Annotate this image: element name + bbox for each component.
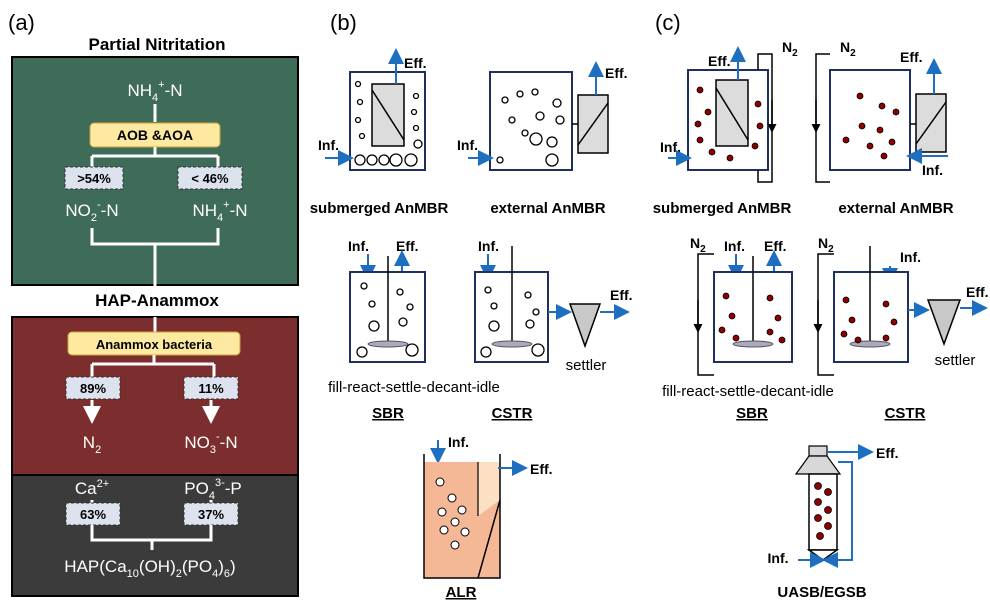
granules-icon	[842, 92, 900, 160]
panel-c-label: (c)	[655, 10, 681, 35]
external-membrane-icon	[915, 93, 947, 153]
c-sub-eff: Eff.	[708, 53, 731, 69]
pct-n2-tag	[65, 376, 121, 400]
bubbles-icon	[435, 477, 470, 550]
bubbles-icon	[354, 80, 423, 167]
b-cstr-inf: Inf.	[478, 238, 499, 254]
pct-no3: 11%	[198, 381, 224, 396]
pct-n2: 89%	[80, 381, 106, 396]
panel-b-label: (b)	[330, 10, 357, 35]
b-external-anmbr: Eff. Inf. external AnMBR	[457, 61, 628, 217]
aob-aoa-label: AOB &AOA	[117, 127, 193, 143]
c-sbr-inf: Inf.	[724, 238, 745, 254]
c-settler-label: settler	[935, 352, 976, 369]
pct-no3-tag	[183, 376, 239, 400]
granules-icon	[840, 296, 898, 344]
b-ext-inf: Inf.	[457, 137, 478, 153]
settler-icon	[926, 299, 962, 347]
b-alr: Inf. Eff. ALR	[423, 434, 553, 600]
b-alr-inf: Inf.	[448, 434, 469, 450]
b-settler-label: settler	[566, 357, 607, 374]
c-cstr-eff: Eff.	[966, 284, 989, 300]
b-sbr-eff: Eff.	[396, 238, 419, 254]
c-cstr: N2 Inf. Eff. settler CSTR	[813, 235, 989, 422]
c-external-anmbr: N2 Eff. Inf. external AnMBR	[811, 39, 954, 217]
granules-icon	[718, 292, 786, 344]
b-sbr-inf: Inf.	[348, 238, 369, 254]
pct-po4: 37%	[198, 507, 224, 522]
panel-c: (c) Eff. Inf. N2 submerged AnMBR	[653, 10, 989, 600]
c-ext-inf: Inf.	[922, 162, 943, 178]
c-uasb: Eff. Inf. UASB/EGSB	[768, 444, 899, 600]
c-uasb-inf: Inf.	[768, 550, 789, 566]
b-sbr-label: SBR	[372, 405, 404, 422]
granules-icon	[814, 482, 832, 540]
b-sub-inf: Inf.	[318, 137, 339, 153]
b-ext-eff: Eff.	[605, 65, 628, 81]
pct-nh4: < 46%	[191, 171, 229, 186]
c-sbr-n2: N2	[690, 235, 706, 255]
panel-a: (a) Partial Nitritation NH4+-N AOB &AOA …	[8, 10, 299, 597]
pct-no2: >54%	[77, 171, 111, 186]
b-submerged-label: submerged AnMBR	[310, 200, 449, 217]
b-alr-eff: Eff.	[530, 461, 553, 477]
partial-nitritation-title: Partial Nitritation	[89, 35, 226, 54]
bubbles-icon	[480, 286, 545, 358]
b-sbr-caption: fill-react-settle-decant-idle	[328, 379, 500, 396]
c-sbr: N2 Inf. Eff. fill-react-settle-decant-id…	[662, 235, 834, 422]
hap-box	[11, 474, 299, 597]
no3-product: NO3--N	[184, 431, 237, 456]
c-submerged-anmbr: Eff. Inf. N2 submerged AnMBR	[653, 39, 798, 217]
external-membrane-icon	[577, 94, 609, 154]
b-cstr: Inf. Eff. settler CSTR	[474, 238, 633, 422]
b-cstr-eff: Eff.	[610, 287, 633, 303]
c-ext-n2: N2	[840, 39, 856, 59]
b-alr-label: ALR	[446, 584, 477, 600]
panel-a-label: (a)	[8, 10, 35, 35]
no2-n: NO2--N	[65, 199, 118, 224]
nh4-n-top: NH4+-N	[127, 79, 182, 104]
pct-ca: 63%	[80, 507, 106, 522]
c-external-label: external AnMBR	[838, 200, 953, 217]
pct-no2-tag	[64, 166, 124, 190]
c-ext-eff: Eff.	[900, 49, 923, 65]
settler-icon	[568, 303, 602, 349]
pct-nh4-tag	[177, 166, 243, 190]
c-cstr-n2: N2	[818, 235, 834, 255]
c-uasb-label: UASB/EGSB	[777, 584, 866, 600]
nh4-n-right: NH4+-N	[192, 199, 247, 224]
c-sbr-caption: fill-react-settle-decant-idle	[662, 383, 834, 400]
calcium-ion: Ca2+	[75, 478, 109, 498]
c-sub-n2: N2	[782, 39, 798, 59]
c-submerged-label: submerged AnMBR	[653, 200, 792, 217]
c-cstr-inf: Inf.	[900, 249, 921, 265]
c-cstr-label: CSTR	[885, 405, 926, 422]
b-submerged-anmbr: Eff. Inf. submerged AnMBR	[310, 48, 449, 217]
membrane-module-icon	[715, 79, 749, 147]
panel-b: (b) Eff. Inf. submerged AnMBR	[310, 10, 633, 600]
b-sbr: Inf. Eff. fill-react-settle-decant-idle …	[328, 238, 500, 422]
hap-formula: HAP(Ca10(OH)2(PO4)6)	[64, 557, 235, 580]
anammox-label: Anammox bacteria	[96, 337, 213, 352]
c-sub-inf: Inf.	[660, 139, 681, 155]
membrane-module-icon	[371, 83, 405, 147]
b-sub-eff: Eff.	[404, 55, 427, 71]
bubbles-icon	[356, 282, 419, 358]
c-sbr-label: SBR	[736, 405, 768, 422]
bubbles-icon	[496, 88, 565, 167]
c-uasb-eff: Eff.	[876, 445, 899, 461]
b-cstr-label: CSTR	[492, 405, 533, 422]
b-external-label: external AnMBR	[490, 200, 605, 217]
c-sbr-eff: Eff.	[764, 238, 787, 254]
granules-icon	[694, 86, 764, 162]
n2-product: N2	[83, 433, 101, 456]
phosphate-ion: PO43--P	[184, 477, 241, 502]
hap-anammox-title: HAP-Anammox	[95, 291, 219, 310]
